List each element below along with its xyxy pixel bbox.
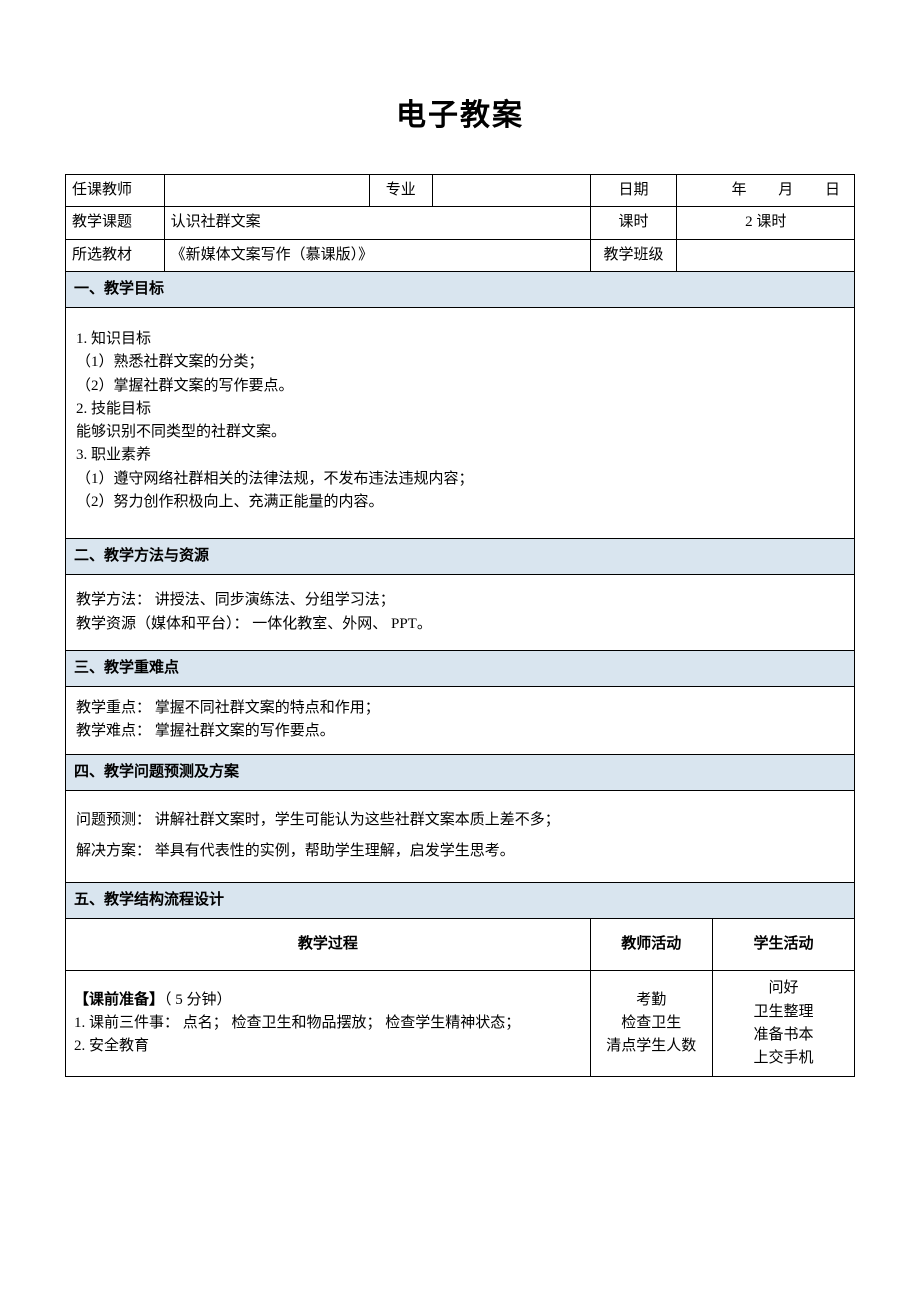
hours-value: 2 课时 [677,207,855,239]
hours-label: 课时 [590,207,677,239]
text-line: 3. 职业素养 [76,444,844,467]
text-line: 1. 课前三件事： 点名； 检查卫生和物品摆放； 检查学生精神状态； [74,1015,520,1031]
col-header-teacher: 教师活动 [590,919,712,971]
text-line: （2）努力创作积极向上、充满正能量的内容。 [76,491,844,514]
section-title-keypoints: 三、教学重难点 [66,650,855,686]
date-value: 年 月 日 [677,175,855,207]
table-row: 1. 知识目标 （1）熟悉社群文案的分类； （2）掌握社群文案的写作要点。 2.… [66,308,855,539]
table-row: 【课前准备】（ 5 分钟） 1. 课前三件事： 点名； 检查卫生和物品摆放； 检… [66,971,855,1077]
date-label: 日期 [590,175,677,207]
text-line: 准备书本 [753,1027,813,1043]
class-value [677,239,855,271]
table-row: 教学课题 认识社群文案 课时 2 课时 [66,207,855,239]
text-line: 考勤 [636,992,666,1008]
date-day: 日 [825,182,840,198]
table-row: 教学过程 教师活动 学生活动 [66,919,855,971]
topic-label: 教学课题 [66,207,165,239]
section-title-methods: 二、教学方法与资源 [66,539,855,575]
material-value: 《新媒体文案写作（慕课版）》 [164,239,590,271]
date-month: 月 [778,182,793,198]
teacher-activity-cell: 考勤 检查卫生 清点学生人数 [590,971,712,1077]
text-line: 教学方法： 讲授法、同步演练法、分组学习法； [76,589,844,612]
section-title-problems: 四、教学问题预测及方案 [66,754,855,790]
table-row: 问题预测： 讲解社群文案时，学生可能认为这些社群文案本质上差不多； 解决方案： … [66,790,855,882]
process-cell: 【课前准备】（ 5 分钟） 1. 课前三件事： 点名； 检查卫生和物品摆放； 检… [66,971,591,1077]
class-label: 教学班级 [590,239,677,271]
text-line: 解决方案： 举具有代表性的实例，帮助学生理解，启发学生思考。 [76,836,844,868]
col-header-process: 教学过程 [66,919,591,971]
text-line: 检查卫生 [621,1015,681,1031]
topic-value: 认识社群文案 [164,207,590,239]
table-row: 任课教师 专业 日期 年 月 日 [66,175,855,207]
lesson-plan-table: 任课教师 专业 日期 年 月 日 教学课题 认识社群文案 课时 2 课时 所选教… [65,174,855,1077]
text-line: 清点学生人数 [606,1038,696,1054]
text-line: 上交手机 [753,1050,813,1066]
table-row: 三、教学重难点 [66,650,855,686]
col-header-student: 学生活动 [712,919,854,971]
section-title-process: 五、教学结构流程设计 [66,882,855,918]
text-line: 能够识别不同类型的社群文案。 [76,421,844,444]
text-line: 2. 安全教育 [74,1038,149,1054]
major-label: 专业 [369,175,432,207]
section-body-goals: 1. 知识目标 （1）熟悉社群文案的分类； （2）掌握社群文案的写作要点。 2.… [66,308,855,539]
process-time: （ 5 分钟） [164,992,232,1008]
text-line: 教学重点： 掌握不同社群文案的特点和作用； [76,697,844,720]
table-row: 教学方法： 讲授法、同步演练法、分组学习法； 教学资源（媒体和平台）： 一体化教… [66,575,855,651]
text-line: 问好 [768,980,798,996]
text-line: 教学难点： 掌握社群文案的写作要点。 [76,720,844,743]
text-line: （1）遵守网络社群相关的法律法规，不发布违法违规内容； [76,468,844,491]
date-year: 年 [731,182,746,198]
teacher-value [164,175,369,207]
section-body-methods: 教学方法： 讲授法、同步演练法、分组学习法； 教学资源（媒体和平台）： 一体化教… [66,575,855,651]
text-line: 卫生整理 [753,1004,813,1020]
material-label: 所选教材 [66,239,165,271]
table-row: 教学重点： 掌握不同社群文案的特点和作用； 教学难点： 掌握社群文案的写作要点。 [66,687,855,755]
text-line: （2）掌握社群文案的写作要点。 [76,375,844,398]
section-body-keypoints: 教学重点： 掌握不同社群文案的特点和作用； 教学难点： 掌握社群文案的写作要点。 [66,687,855,755]
doc-title: 电子教案 [65,90,855,134]
table-row: 一、教学目标 [66,271,855,307]
student-activity-cell: 问好 卫生整理 准备书本 上交手机 [712,971,854,1077]
teacher-label: 任课教师 [66,175,165,207]
table-row: 四、教学问题预测及方案 [66,754,855,790]
text-line: 问题预测： 讲解社群文案时，学生可能认为这些社群文案本质上差不多； [76,805,844,837]
table-row: 所选教材 《新媒体文案写作（慕课版）》 教学班级 [66,239,855,271]
process-bold-label: 【课前准备】 [74,992,164,1008]
text-line: （1）熟悉社群文案的分类； [76,351,844,374]
section-body-problems: 问题预测： 讲解社群文案时，学生可能认为这些社群文案本质上差不多； 解决方案： … [66,790,855,882]
table-row: 二、教学方法与资源 [66,539,855,575]
text-line: 2. 技能目标 [76,398,844,421]
text-line: 1. 知识目标 [76,328,844,351]
text-line: 教学资源（媒体和平台）： 一体化教室、外网、 PPT。 [76,613,844,636]
major-value [432,175,590,207]
table-row: 五、教学结构流程设计 [66,882,855,918]
section-title-goals: 一、教学目标 [66,271,855,307]
